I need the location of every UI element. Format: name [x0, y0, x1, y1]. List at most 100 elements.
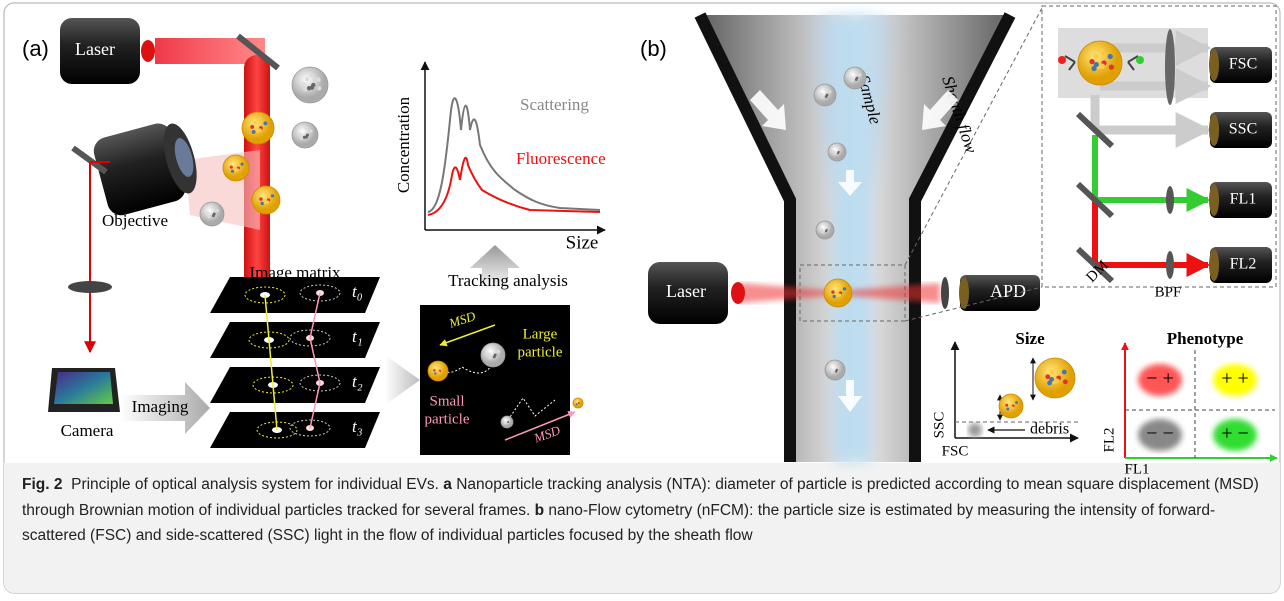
camera-sensor	[54, 372, 113, 404]
tracking-label: Tracking analysis	[448, 271, 568, 290]
apd-face	[959, 277, 969, 309]
particle-texture	[497, 350, 500, 353]
particle-texture	[1049, 369, 1054, 374]
particle-texture	[303, 87, 307, 91]
particle-texture	[833, 295, 836, 298]
particle	[814, 84, 836, 106]
panel-label: (a)	[22, 36, 49, 61]
ev-particle	[252, 186, 280, 214]
particle-texture	[271, 194, 274, 197]
quadrant-label: + −	[1221, 423, 1249, 445]
particle-texture	[307, 86, 311, 90]
laser-label: Laser	[75, 39, 115, 59]
particle-texture	[259, 197, 262, 200]
particle-texture	[820, 93, 823, 96]
debris-blob	[968, 423, 982, 437]
particle-texture	[855, 78, 858, 81]
particle-texture	[1005, 404, 1008, 407]
particle-texture	[837, 284, 840, 287]
particle-texture	[300, 137, 303, 140]
particle-texture	[836, 294, 839, 297]
particle-texture	[264, 201, 267, 204]
particle-texture	[231, 170, 234, 173]
band-pass-filter	[1166, 251, 1174, 279]
particle	[825, 360, 845, 380]
particle-texture	[1049, 377, 1054, 382]
debris-label: debris	[1030, 421, 1069, 438]
particle-texture	[843, 287, 846, 290]
particle-texture	[578, 402, 580, 404]
particle-texture	[825, 230, 827, 232]
particle-texture	[309, 130, 312, 133]
band-pass-filter	[1166, 186, 1174, 214]
particle-texture	[250, 125, 254, 129]
particle-texture	[1098, 48, 1103, 53]
ev-particle	[999, 394, 1023, 418]
particle-texture	[850, 76, 853, 79]
trajectory	[310, 293, 320, 428]
ev-particle	[824, 279, 852, 307]
particle	[292, 122, 318, 148]
particle-texture	[1015, 401, 1018, 404]
ev-particle	[223, 155, 249, 181]
particle-texture	[834, 363, 836, 365]
ev-particle	[1078, 41, 1122, 85]
large-particle-label: particle	[518, 344, 563, 360]
particle-texture	[261, 202, 264, 205]
particle	[816, 221, 834, 239]
particle-texture	[577, 399, 579, 401]
particle-texture	[264, 121, 268, 125]
figure: (a) Laser Objective Camera Imaging Image…	[0, 0, 1284, 601]
particle-texture	[833, 153, 835, 155]
detector-label: FL2	[1230, 256, 1257, 273]
particle-texture	[833, 150, 835, 152]
small-particle-label: particle	[425, 411, 470, 427]
caption: Fig. 2 Principle of optical analysis sys…	[22, 472, 1262, 549]
detector-label: FL1	[1230, 191, 1257, 208]
particle-texture	[212, 214, 215, 217]
particle-texture	[234, 169, 237, 172]
particle-texture	[576, 403, 578, 405]
y-axis-label: SSC	[931, 412, 947, 439]
particle-texture	[257, 117, 261, 121]
particle-texture	[493, 355, 496, 358]
figure-label: Fig. 2	[22, 476, 62, 493]
detector-face	[1209, 49, 1219, 81]
phenotype-plot-title: Phenotype	[1167, 329, 1244, 348]
particle	[292, 67, 328, 103]
lens	[1165, 29, 1175, 105]
ev-particle	[428, 361, 448, 381]
particle-texture	[824, 88, 827, 91]
tube-lens	[68, 281, 112, 293]
particle-texture	[240, 163, 243, 166]
x-axis-label: FSC	[942, 443, 969, 459]
particle-texture	[309, 73, 313, 77]
detector-label: SSC	[1229, 121, 1257, 138]
particle-texture	[487, 353, 490, 356]
particle-texture	[1109, 65, 1114, 70]
particle-texture	[859, 73, 862, 76]
laser-aperture	[731, 282, 745, 304]
particle-texture	[507, 421, 509, 423]
particle-texture	[1094, 62, 1099, 67]
analysis-arrow	[385, 355, 420, 405]
particle-texture	[253, 121, 257, 125]
frame-label: t₂	[352, 372, 363, 391]
quadrant-label: − −	[1146, 423, 1174, 445]
laser-label: Laser	[666, 281, 706, 301]
particle-texture	[316, 78, 320, 82]
particle-texture	[1094, 53, 1099, 58]
laser-aperture	[141, 40, 155, 62]
frame-label: t₃	[352, 417, 363, 436]
particle-texture	[821, 96, 824, 99]
particle-texture	[207, 216, 210, 219]
scattering-label: Scattering	[520, 95, 589, 114]
particle-texture	[1063, 379, 1068, 384]
particle-texture	[211, 206, 214, 209]
particle-texture	[437, 364, 439, 366]
particle-texture	[216, 209, 219, 212]
particle-texture	[1006, 408, 1009, 411]
quadrant-label: + +	[1221, 368, 1249, 390]
particle-texture	[1101, 53, 1106, 58]
particle-texture	[1010, 398, 1013, 401]
